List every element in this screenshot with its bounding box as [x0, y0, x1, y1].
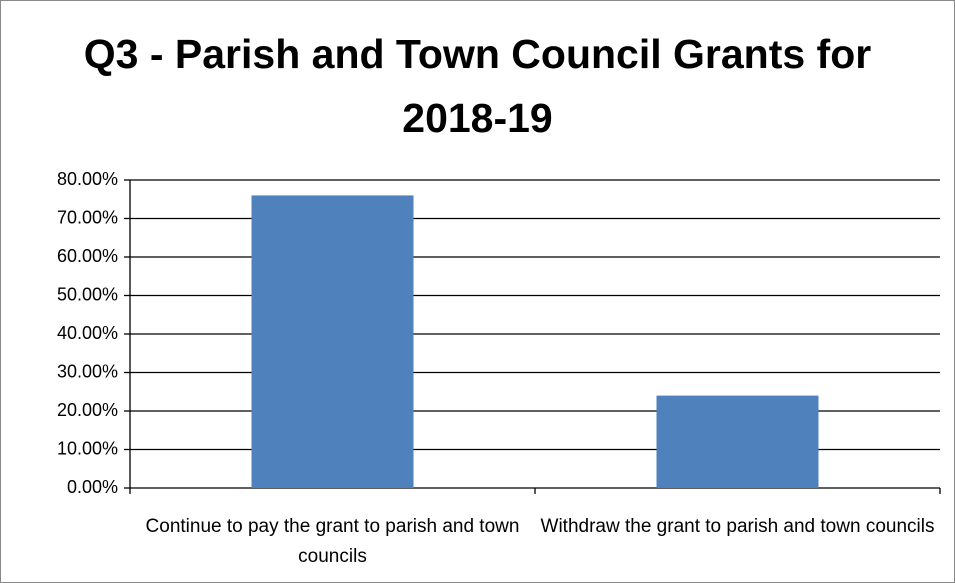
bar: [251, 195, 414, 488]
x-tick-label: Withdraw the grant to parish and town co…: [540, 516, 935, 537]
y-tick-label: 10.00%: [57, 438, 118, 458]
bar: [656, 395, 819, 488]
y-tick-label: 60.00%: [57, 246, 118, 266]
x-tick-label: Continue to pay the grant to parish and …: [145, 516, 520, 567]
y-tick-label: 70.00%: [57, 207, 118, 227]
y-tick-label: 80.00%: [57, 169, 118, 189]
chart-title: Q3 - Parish and Town Council Grants for …: [83, 31, 872, 141]
y-tick-label: 30.00%: [57, 361, 118, 381]
y-tick-label: 50.00%: [57, 284, 118, 304]
y-tick-label: 20.00%: [57, 400, 118, 420]
y-tick-label: 0.00%: [67, 477, 118, 497]
y-tick-label: 40.00%: [57, 323, 118, 343]
